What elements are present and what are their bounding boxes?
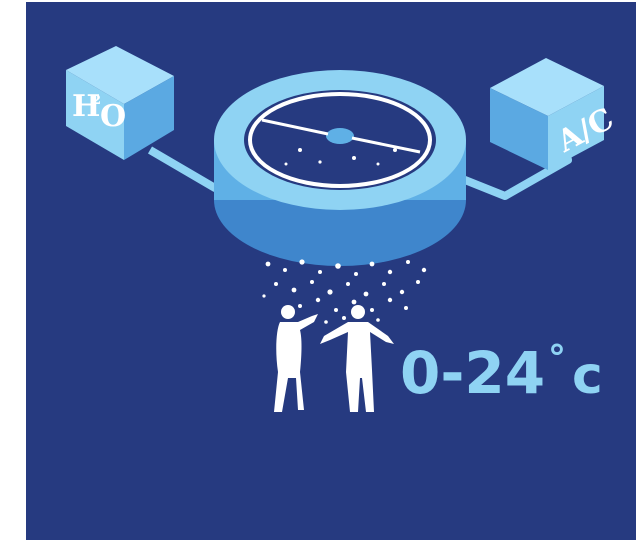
mist-particles xyxy=(262,259,427,324)
person-left xyxy=(274,305,318,412)
temperature-readout: 0-24 ° c xyxy=(400,338,603,407)
cooling-unit xyxy=(214,70,466,266)
temperature-degree: ° xyxy=(548,338,566,379)
water-box: H 2 O xyxy=(66,46,174,160)
water-label-h: H xyxy=(72,89,100,124)
temperature-range: 0-24 xyxy=(400,339,545,407)
water-label-o: O xyxy=(100,99,126,134)
ac-box: A/C xyxy=(490,58,619,170)
person-right xyxy=(320,305,394,412)
temperature-unit: c xyxy=(572,346,603,406)
water-label-sub: 2 xyxy=(92,93,101,108)
